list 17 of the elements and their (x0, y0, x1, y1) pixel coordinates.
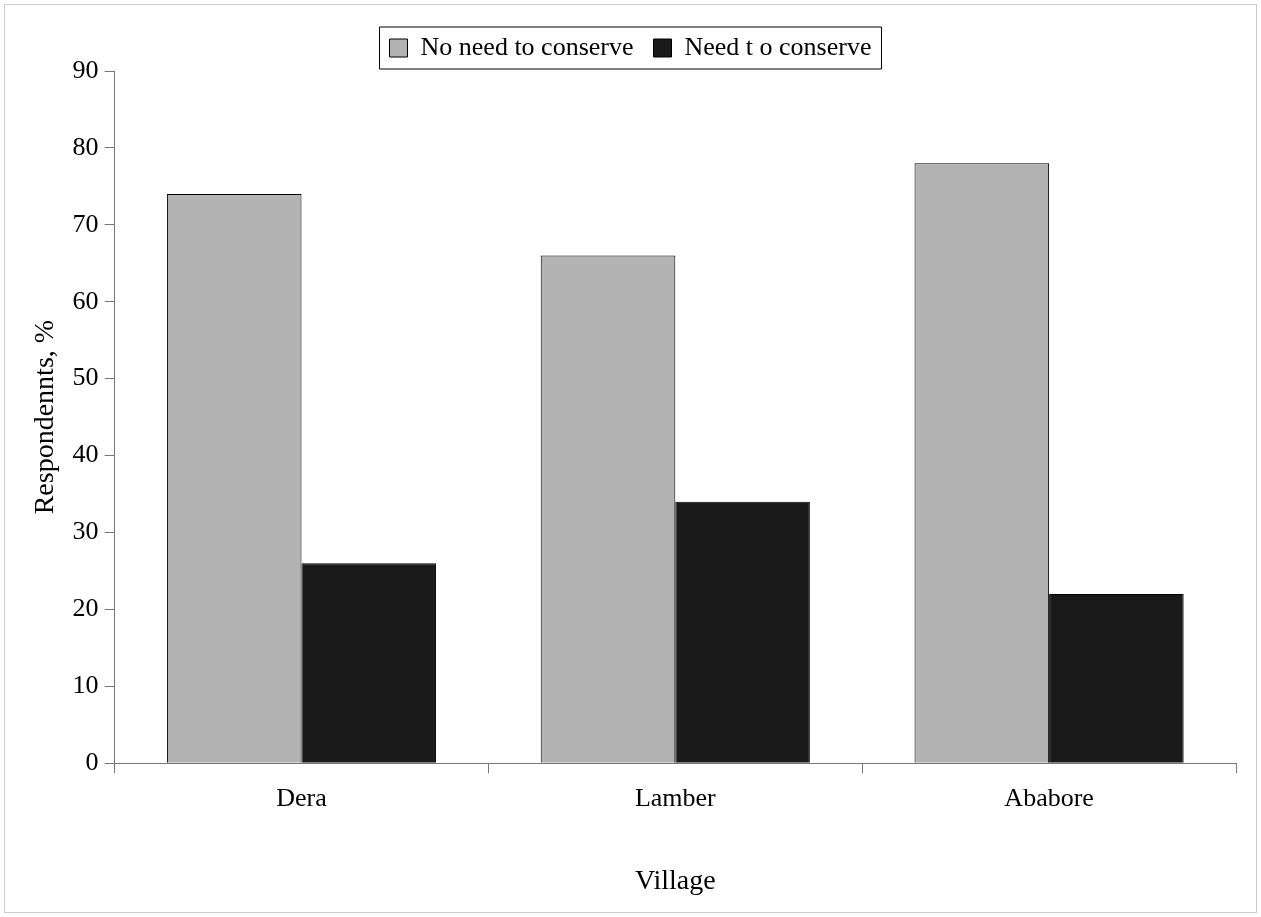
y-tick-label: 70 (72, 208, 99, 238)
y-tick-label: 50 (72, 362, 99, 392)
x-axis-title: Village (634, 863, 716, 895)
y-tick-label: 30 (72, 516, 99, 546)
y-axis-title: Respondennts, % (28, 319, 60, 515)
y-tick-label: 40 (72, 439, 99, 469)
x-tick-label: Ababore (1004, 782, 1094, 812)
legend-label: No need to conserve (420, 31, 634, 61)
y-tick-label: 80 (72, 131, 99, 161)
y-tick-label: 0 (85, 747, 99, 777)
y-tick-label: 60 (72, 285, 99, 315)
y-tick-label: 20 (72, 593, 99, 623)
x-tick-label: Dera (276, 782, 328, 812)
x-tick-label: Lamber (634, 782, 717, 812)
y-tick-label: 90 (72, 54, 99, 84)
y-tick-label: 10 (72, 670, 99, 700)
legend-label: Need t o conserve (684, 31, 872, 61)
